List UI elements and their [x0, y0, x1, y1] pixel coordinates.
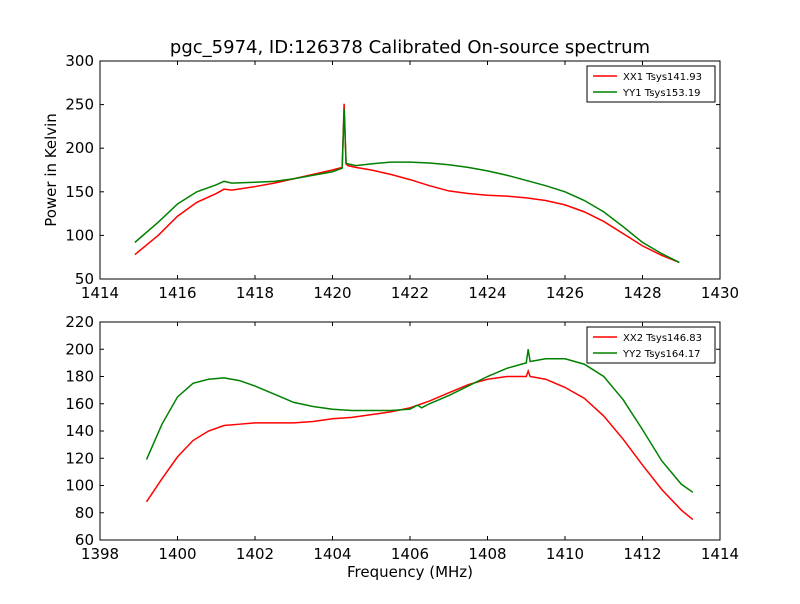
- x-tick-label: 1422: [391, 284, 429, 302]
- x-tick-label: 1398: [81, 545, 119, 563]
- y-tick-label: 220: [65, 313, 94, 331]
- x-tick-label: 1430: [701, 284, 739, 302]
- x-tick-label: 1404: [313, 545, 351, 563]
- x-tick-label: 1400: [158, 545, 196, 563]
- y-tick-label: 60: [75, 531, 94, 549]
- y-tick-label: 160: [65, 395, 94, 413]
- legend-label: YY1 Tsys153.19: [622, 88, 701, 99]
- x-tick-label: 1426: [546, 284, 584, 302]
- legend-label: YY2 Tsys164.17: [622, 349, 701, 360]
- x-tick-label: 1410: [546, 545, 584, 563]
- y-tick-label: 300: [65, 52, 94, 70]
- y-tick-label: 80: [75, 504, 94, 522]
- series-line-1-1: [134, 103, 680, 264]
- legend-box: [586, 65, 716, 103]
- x-tick-label: 1416: [158, 284, 196, 302]
- x-tick-label: 1428: [623, 284, 661, 302]
- y-tick-label: 120: [65, 449, 94, 467]
- chart-title: pgc_5974, ID:126378 Calibrated On-source…: [170, 37, 650, 58]
- y-tick-label: 150: [65, 183, 94, 201]
- x-tick-label: 1414: [81, 284, 119, 302]
- x-tick-label: 1402: [236, 545, 274, 563]
- y-axis-label: Power in Kelvin: [42, 113, 60, 227]
- legend: XX2 Tsys146.83 YY2 Tsys164.17: [586, 326, 716, 364]
- y-tick-label: 200: [65, 139, 94, 157]
- x-tick-label: 1420: [313, 284, 351, 302]
- x-axis-label: Frequency (MHz): [347, 563, 473, 581]
- y-tick-label: 140: [65, 422, 94, 440]
- x-tick-label: 1408: [468, 545, 506, 563]
- y-tick-label: 180: [65, 368, 94, 386]
- x-tick-label: 1424: [468, 284, 506, 302]
- y-tick-label: 250: [65, 96, 94, 114]
- x-tick-label: 1406: [391, 545, 429, 563]
- legend: XX1 Tsys141.93 YY1 Tsys153.19: [586, 65, 716, 103]
- y-tick-label: 100: [65, 226, 94, 244]
- series-line-2-2: [145, 349, 694, 493]
- x-tick-label: 1418: [236, 284, 274, 302]
- y-tick-label: 50: [75, 270, 94, 288]
- x-tick-label: 1414: [701, 545, 739, 563]
- series-line-1-2: [134, 108, 680, 264]
- chart-panel-2: 1398 1400 1402 1404 1406 1408 1410 1412 1414 60 80…: [65, 313, 739, 581]
- legend-box: [586, 326, 716, 364]
- legend-label: XX1 Tsys141.93: [623, 72, 702, 83]
- chart-panel-1: 1414 1416 1418 1420 1422 1424 1426 1428 1430 50 10…: [42, 37, 739, 302]
- legend-label: XX2 Tsys146.83: [623, 333, 702, 344]
- x-tick-label: 1412: [623, 545, 661, 563]
- y-tick-label: 200: [65, 340, 94, 358]
- y-tick-label: 100: [65, 477, 94, 495]
- series-line-2-1: [145, 368, 694, 521]
